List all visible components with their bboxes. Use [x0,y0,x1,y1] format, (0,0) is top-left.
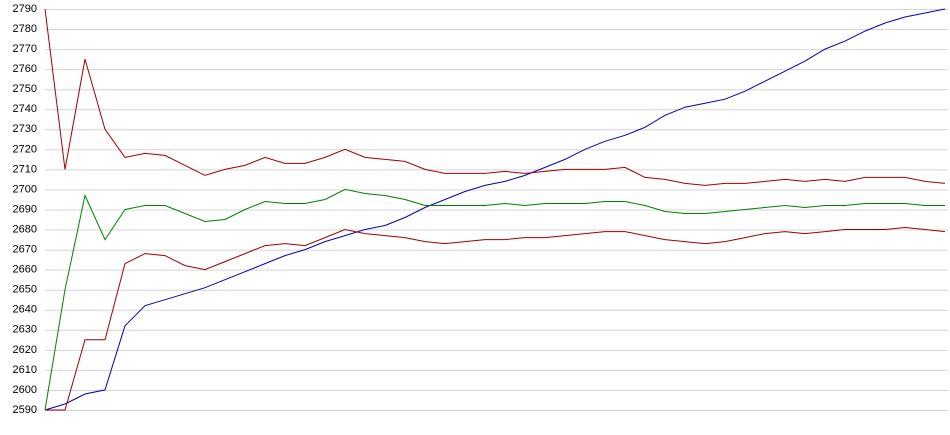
y-tick-label: 2700 [13,183,37,195]
y-tick-label: 2780 [13,23,37,35]
y-tick-label: 2590 [13,404,37,416]
y-tick-label: 2790 [13,3,37,15]
y-tick-label: 2630 [13,324,37,336]
line-series [44,188,945,411]
y-tick-label: 2750 [13,83,37,95]
y-tick-label: 2620 [13,344,37,356]
y-tick-label: 2680 [13,223,37,235]
y-tick-label: 2610 [13,364,37,376]
y-tick-label: 2660 [13,264,37,276]
line-series [45,226,946,411]
y-tick-label: 2730 [13,123,37,135]
y-tick-label: 2650 [13,284,37,296]
y-tick-label: 2760 [13,63,37,75]
y-tick-label: 2740 [13,103,37,115]
y-tick-label: 2600 [13,384,37,396]
y-tick-label: 2710 [13,163,37,175]
y-tick-label: 2670 [13,244,37,256]
y-tick-label: 2640 [13,304,37,316]
line-series [44,8,946,411]
y-tick-label: 2690 [13,203,37,215]
y-tick-label: 2720 [13,143,37,155]
line-series [44,8,946,186]
y-tick-label: 2770 [13,43,37,55]
